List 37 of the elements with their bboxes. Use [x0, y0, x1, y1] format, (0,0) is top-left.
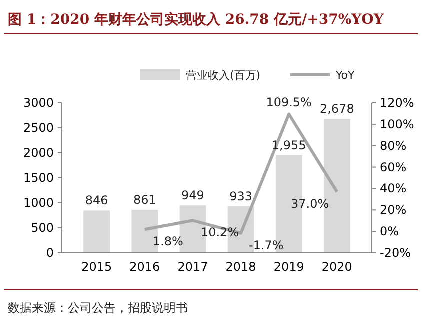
y-tick-label: 2500 [23, 121, 54, 135]
data-label: 109.5% [266, 95, 312, 110]
x-tick-label: 2015 [82, 260, 112, 274]
y2-tick-label: 20% [380, 203, 407, 218]
y-tick-label: 1500 [23, 171, 54, 185]
y-tick-label: 500 [31, 221, 54, 235]
x-tick-label: 2019 [274, 260, 304, 274]
y2-tick-label: 120% [380, 96, 414, 110]
chart-title: 图 1：2020 年财年公司实现收入 26.78 亿元/+37%YOY [8, 11, 385, 28]
data-label: -1.7% [249, 238, 284, 252]
y2-tick-label: 40% [380, 182, 407, 196]
y-tick-label: 3000 [23, 96, 54, 110]
data-label: 949 [182, 188, 204, 203]
data-label: 1,955 [272, 138, 306, 152]
legend-label: 营业收入(百万) [186, 69, 261, 82]
y-tick-label: 2000 [23, 146, 54, 160]
legend-label: YoY [335, 69, 355, 82]
y2-tick-label: 0% [380, 224, 400, 239]
y2-tick-label: 80% [380, 138, 407, 153]
source-note: 数据来源：公司公告，招股说明书 [8, 301, 188, 315]
x-tick-label: 2016 [130, 260, 160, 274]
x-tick-label: 2017 [178, 260, 208, 274]
y2-tick-label: -20% [380, 246, 412, 260]
y2-tick-label: 100% [380, 117, 414, 132]
y-tick-label: 0 [46, 246, 54, 260]
data-label: 846 [85, 194, 108, 208]
data-label: 861 [133, 192, 156, 207]
x-tick-label: 2020 [322, 260, 352, 274]
y2-tick-label: 60% [380, 160, 407, 174]
bar [84, 210, 110, 253]
data-label: 2,678 [320, 102, 354, 116]
data-label: 37.0% [291, 196, 330, 211]
y-tick-label: 1000 [23, 196, 54, 210]
data-label: 10.2% [200, 226, 240, 240]
x-tick-label: 2018 [226, 260, 256, 274]
data-label: 933 [230, 189, 252, 204]
data-label: 1.8% [152, 234, 184, 249]
